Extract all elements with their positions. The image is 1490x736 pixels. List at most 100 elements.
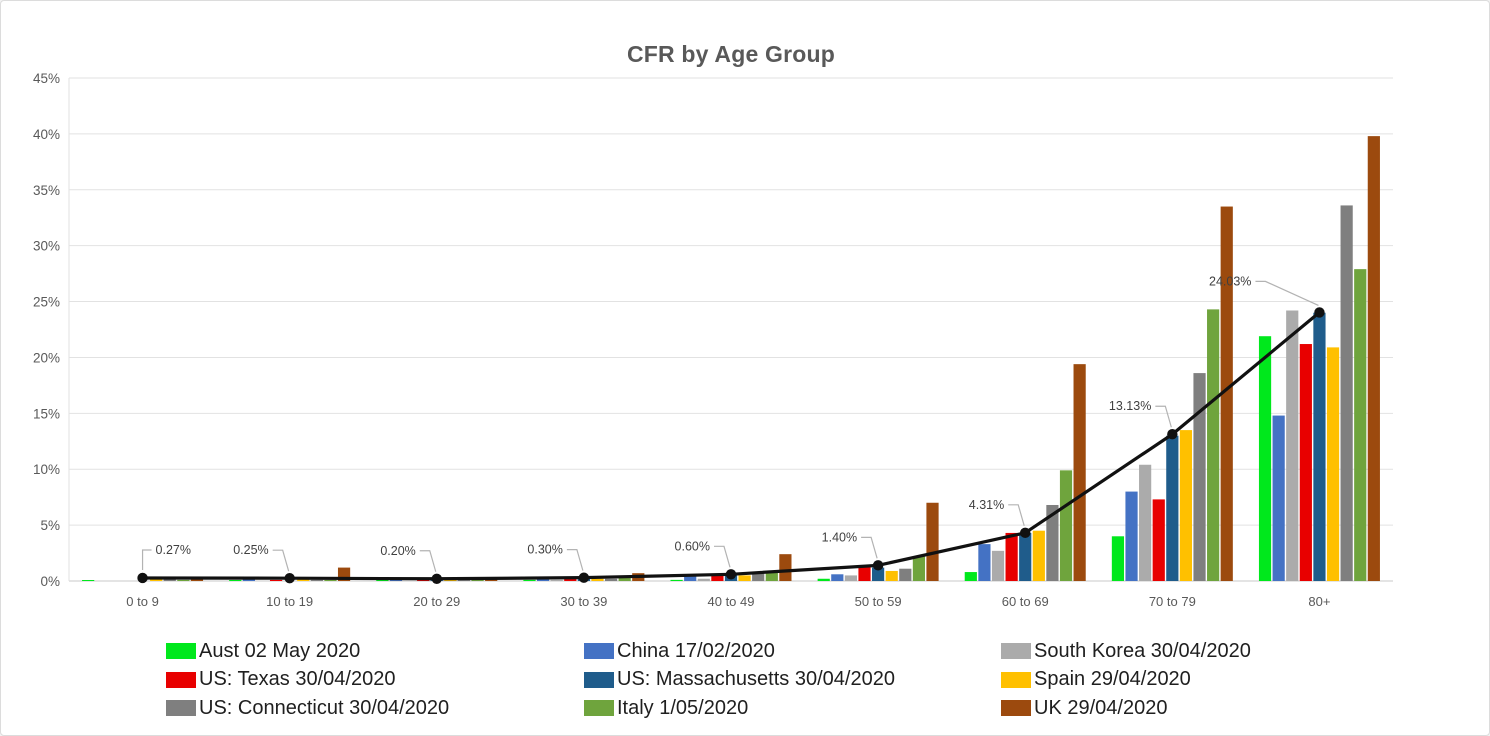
line-data-label: 0.25% bbox=[233, 543, 268, 557]
bar-us-massachusetts-30-04-2020 bbox=[1166, 435, 1179, 581]
bar-italy-1-05-2020 bbox=[177, 579, 190, 581]
chart-legend: Aust 02 May 2020 China 17/02/2020 South Ko… bbox=[166, 637, 1251, 723]
bar-us-texas-30-04-2020 bbox=[1005, 532, 1018, 581]
y-tick-label: 40% bbox=[33, 127, 60, 142]
legend-label: US: Massachusetts 30/04/2020 bbox=[617, 668, 895, 691]
bar-china-17-02-2020 bbox=[831, 574, 844, 581]
label-leader-line bbox=[714, 545, 731, 568]
legend-swatch bbox=[166, 700, 196, 717]
bar-us-texas-30-04-2020 bbox=[711, 575, 724, 581]
legend-label: Spain 29/04/2020 bbox=[1034, 668, 1191, 691]
legend-item-us-texas-30-04-2020: US: Texas 30/04/2020 bbox=[166, 668, 584, 691]
bar-spain-29-04-2020 bbox=[1179, 430, 1193, 581]
bar-us-massachusetts-30-04-2020 bbox=[1313, 312, 1326, 581]
bar-us-connecticut-30-04-2020 bbox=[1340, 205, 1353, 581]
bar-aust-02-may-2020 bbox=[229, 580, 242, 581]
y-tick-label: 15% bbox=[33, 406, 60, 421]
y-tick-label: 10% bbox=[33, 462, 60, 477]
line-data-label: 1.40% bbox=[822, 530, 857, 544]
line-marker bbox=[725, 569, 737, 580]
x-tick-label: 10 to 19 bbox=[266, 594, 313, 609]
bar-spain-29-04-2020 bbox=[591, 578, 604, 581]
x-tick-label: 50 to 59 bbox=[855, 594, 902, 609]
bar-us-connecticut-30-04-2020 bbox=[604, 578, 618, 581]
line-marker bbox=[1314, 307, 1325, 318]
bar-us-texas-30-04-2020 bbox=[1299, 344, 1312, 581]
bar-aust-02-may-2020 bbox=[670, 579, 683, 581]
bar-italy-1-05-2020 bbox=[618, 577, 631, 581]
legend-swatch bbox=[166, 643, 196, 660]
legend-item-south-korea-30-04-2020: South Korea 30/04/2020 bbox=[1001, 640, 1251, 663]
line-marker bbox=[431, 573, 442, 584]
label-leader-line bbox=[1255, 280, 1319, 306]
legend-item-aust-02-may-2020: Aust 02 May 2020 bbox=[166, 640, 584, 663]
x-tick-label: 70 to 79 bbox=[1149, 594, 1196, 609]
bar-china-17-02-2020 bbox=[1125, 491, 1138, 581]
y-tick-label: 0% bbox=[40, 574, 60, 589]
bar-italy-1-05-2020 bbox=[1207, 309, 1220, 581]
bar-spain-29-04-2020 bbox=[150, 578, 163, 581]
legend-swatch bbox=[1001, 643, 1031, 660]
bar-italy-1-05-2020 bbox=[765, 570, 778, 581]
legend-swatch bbox=[584, 643, 614, 660]
label-leader-line bbox=[566, 549, 584, 571]
bar-italy-1-05-2020 bbox=[912, 556, 926, 581]
y-tick-label: 5% bbox=[40, 518, 60, 533]
line-marker bbox=[872, 560, 884, 571]
line-marker bbox=[1020, 527, 1031, 539]
legend-item-italy-1-05-2020: Italy 1/05/2020 bbox=[584, 697, 1001, 720]
line-data-label: 0.30% bbox=[527, 543, 562, 557]
line-marker bbox=[137, 572, 148, 584]
y-tick-label: 35% bbox=[33, 183, 60, 198]
legend-swatch bbox=[584, 700, 614, 717]
bar-us-connecticut-30-04-2020 bbox=[163, 578, 176, 581]
bar-south-korea-30-04-2020 bbox=[1139, 464, 1152, 581]
legend-item-us-connecticut-30-04-2020: US: Connecticut 30/04/2020 bbox=[166, 697, 584, 720]
bar-aust-02-may-2020 bbox=[82, 580, 95, 581]
label-leader-line bbox=[419, 550, 437, 572]
x-tick-label: 30 to 39 bbox=[560, 594, 607, 609]
y-tick-label: 30% bbox=[33, 239, 60, 254]
legend-label: US: Texas 30/04/2020 bbox=[199, 668, 396, 691]
label-leader-line bbox=[272, 549, 290, 572]
line-data-label: 13.13% bbox=[1109, 399, 1151, 413]
bar-spain-29-04-2020 bbox=[738, 575, 751, 581]
bar-uk-29-04-2020 bbox=[926, 502, 939, 581]
bar-spain-29-04-2020 bbox=[1032, 530, 1045, 581]
bar-china-17-02-2020 bbox=[1272, 415, 1285, 581]
legend-swatch bbox=[166, 671, 196, 688]
bar-spain-29-04-2020 bbox=[885, 570, 898, 581]
bar-uk-29-04-2020 bbox=[779, 554, 792, 581]
legend-label: UK 29/04/2020 bbox=[1034, 696, 1168, 719]
bar-uk-29-04-2020 bbox=[1220, 206, 1233, 582]
bar-italy-1-05-2020 bbox=[471, 579, 484, 581]
legend-item-spain-29-04-2020: Spain 29/04/2020 bbox=[1001, 668, 1251, 691]
bar-us-massachusetts-30-04-2020 bbox=[872, 567, 885, 581]
bar-aust-02-may-2020 bbox=[964, 572, 977, 581]
x-tick-label: 60 to 69 bbox=[1002, 594, 1049, 609]
line-data-label: 0.27% bbox=[156, 543, 191, 557]
legend-label: US: Connecticut 30/04/2020 bbox=[199, 696, 450, 719]
bar-us-connecticut-30-04-2020 bbox=[752, 573, 765, 581]
legend-swatch bbox=[1001, 671, 1031, 688]
bar-china-17-02-2020 bbox=[242, 578, 255, 581]
bar-italy-1-05-2020 bbox=[324, 580, 337, 581]
bar-south-korea-30-04-2020 bbox=[1286, 310, 1299, 581]
bar-south-korea-30-04-2020 bbox=[991, 550, 1005, 581]
bar-us-texas-30-04-2020 bbox=[269, 579, 283, 581]
line-data-label: 24.03% bbox=[1209, 274, 1251, 288]
chart-title: CFR by Age Group bbox=[626, 41, 836, 67]
bar-spain-29-04-2020 bbox=[1326, 347, 1340, 581]
legend-label: China 17/02/2020 bbox=[617, 639, 775, 662]
bar-us-connecticut-30-04-2020 bbox=[310, 579, 323, 581]
bar-south-korea-30-04-2020 bbox=[550, 579, 563, 581]
bar-us-connecticut-30-04-2020 bbox=[457, 579, 471, 581]
legend-swatch bbox=[584, 671, 614, 688]
bar-aust-02-may-2020 bbox=[1111, 536, 1125, 581]
bar-aust-02-may-2020 bbox=[817, 578, 830, 581]
line-data-label: 0.60% bbox=[675, 539, 710, 553]
line-marker bbox=[284, 573, 295, 584]
x-tick-label: 0 to 9 bbox=[126, 594, 159, 609]
